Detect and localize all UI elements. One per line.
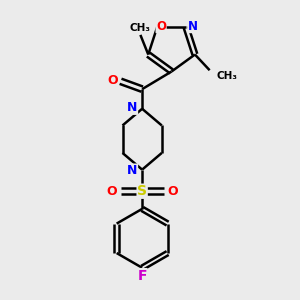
Text: F: F: [137, 268, 147, 283]
Text: CH₃: CH₃: [217, 71, 238, 81]
Text: N: N: [188, 20, 198, 33]
Text: N: N: [127, 101, 137, 114]
Text: S: S: [137, 184, 147, 198]
Text: O: O: [107, 74, 118, 87]
Text: O: O: [156, 20, 166, 33]
Text: O: O: [167, 185, 178, 198]
Text: N: N: [127, 164, 137, 177]
Text: CH₃: CH₃: [130, 23, 151, 33]
Text: O: O: [106, 185, 117, 198]
